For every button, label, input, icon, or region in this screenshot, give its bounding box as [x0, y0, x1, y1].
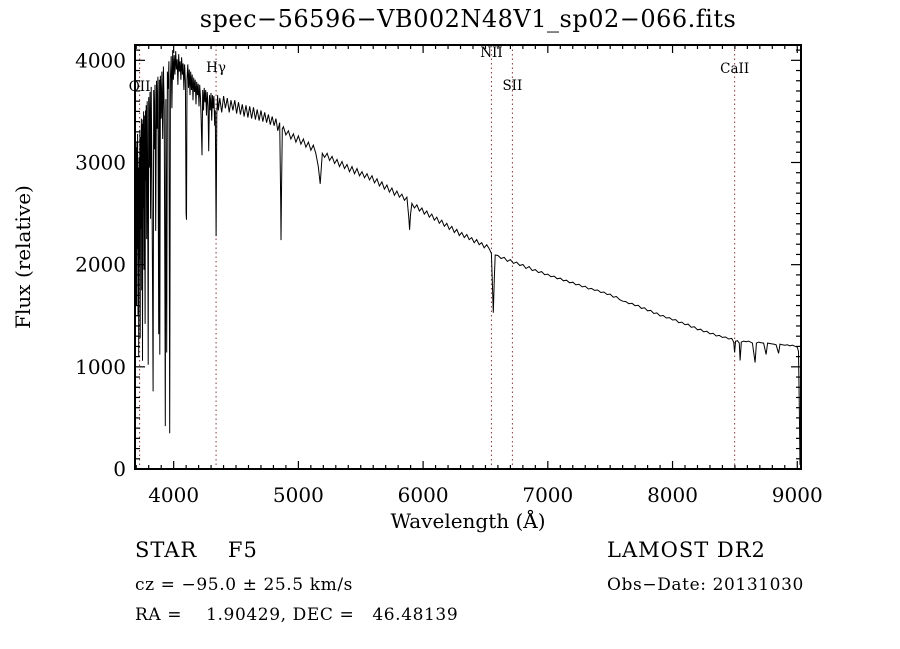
line-label-CaII: CaII — [720, 61, 749, 77]
line-label-OII: OII — [129, 79, 151, 95]
plot-title: spec−56596−VB002N48V1_sp02−066.fits — [199, 5, 737, 33]
line-label-SII: SII — [502, 78, 522, 94]
obs-date: Obs−Date: 20131030 — [607, 575, 804, 595]
x-tick-label: 4000 — [148, 483, 199, 507]
y-axis-title: Flux (relative) — [11, 185, 35, 329]
x-axis-title: Wavelength (Å) — [390, 508, 545, 533]
plot-frame — [134, 44, 802, 470]
ra-dec-value: RA = 1.90429, DEC = 46.48139 — [135, 605, 459, 625]
y-tick-label: 0 — [113, 457, 126, 481]
line-label-Hγ: Hγ — [206, 60, 226, 76]
x-tick-label: 8000 — [647, 483, 698, 507]
x-tick-label: 7000 — [522, 483, 573, 507]
x-tick-label: 6000 — [398, 483, 449, 507]
cz-value: cz = −95.0 ± 25.5 km/s — [135, 575, 354, 595]
y-tick-label: 1000 — [75, 355, 126, 379]
survey-label: LAMOST DR2 — [607, 538, 766, 562]
y-tick-label: 3000 — [75, 150, 126, 174]
x-tick-label: 9000 — [772, 483, 823, 507]
line-label-NII: NII — [480, 45, 502, 61]
y-tick-label: 4000 — [75, 48, 126, 72]
object-class-label: STAR F5 — [135, 538, 258, 562]
y-tick-label: 2000 — [75, 253, 126, 277]
spectrum-trace — [135, 50, 801, 465]
x-tick-label: 5000 — [273, 483, 324, 507]
